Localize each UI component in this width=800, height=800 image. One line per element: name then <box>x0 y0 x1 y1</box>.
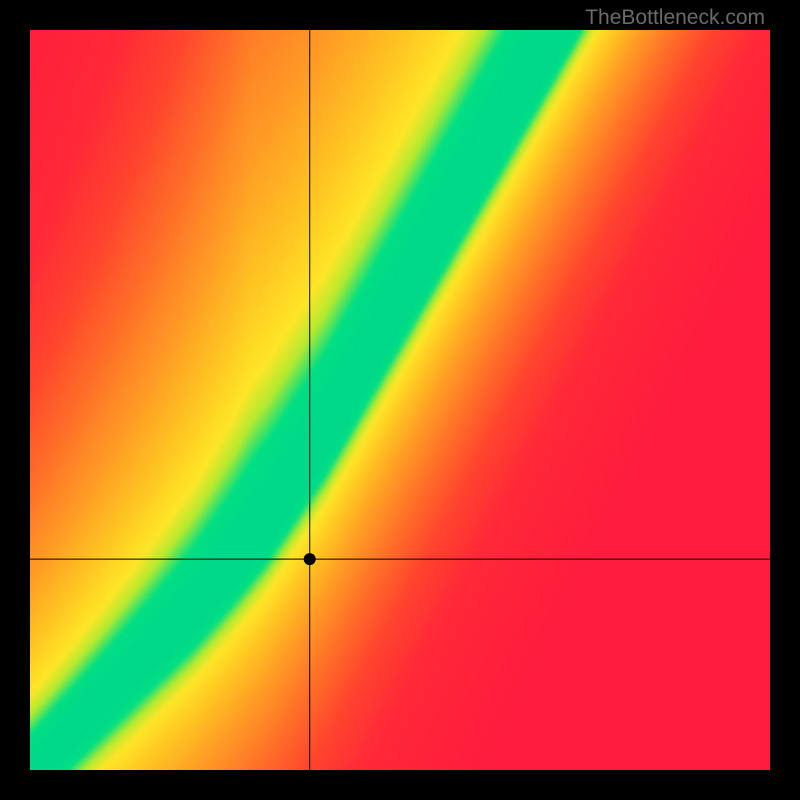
bottleneck-heatmap <box>30 30 770 770</box>
heatmap-canvas <box>30 30 770 770</box>
attribution-text: TheBottleneck.com <box>585 6 765 30</box>
